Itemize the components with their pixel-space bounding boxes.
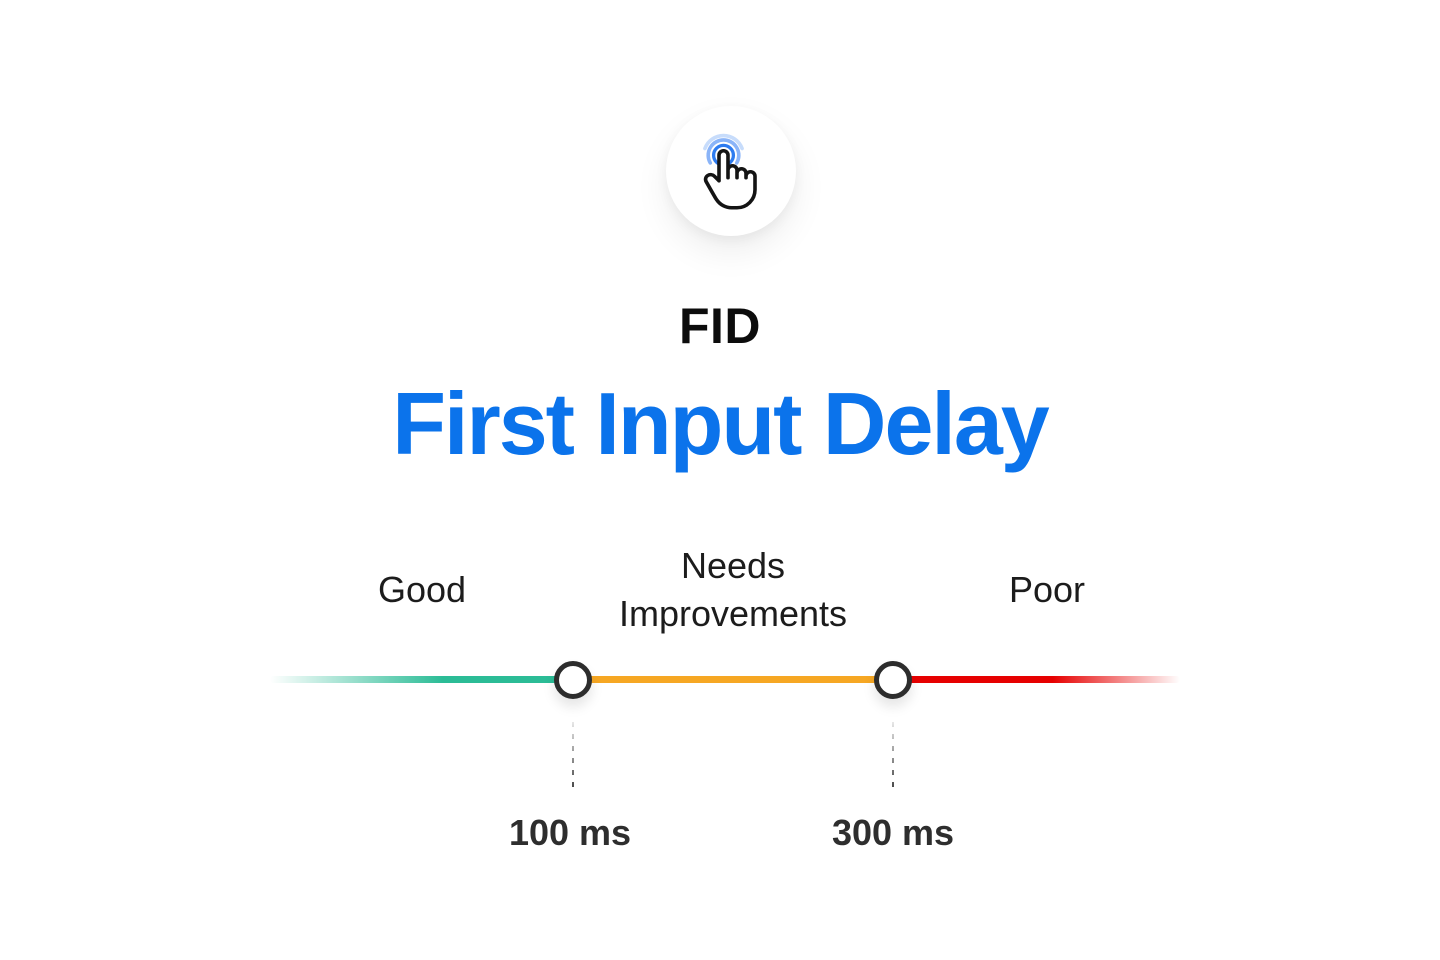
hand-finger-outline (703, 148, 757, 210)
threshold-value-300ms: 300 ms (831, 812, 955, 853)
threshold-value-100ms: 100 ms (508, 812, 632, 853)
ripple-outer-arc (703, 133, 744, 151)
tap-icon-badge (666, 106, 796, 236)
threshold-marker-300ms (874, 661, 912, 699)
metric-abbreviation: FID (678, 298, 762, 354)
dashed-connector-100ms (572, 722, 574, 794)
metric-title: First Input Delay (392, 374, 1049, 473)
zone-label-good: Good (377, 569, 467, 610)
ripple-mid-arc (706, 138, 741, 165)
tap-gesture-icon (703, 133, 757, 210)
threshold-scale-line (270, 676, 1180, 683)
threshold-marker-100ms (554, 661, 592, 699)
zone-label-poor: Poor (1008, 569, 1086, 610)
dashed-connector-300ms (892, 722, 894, 794)
zone-label-needs-improvements: Needs Improvements (618, 545, 848, 634)
